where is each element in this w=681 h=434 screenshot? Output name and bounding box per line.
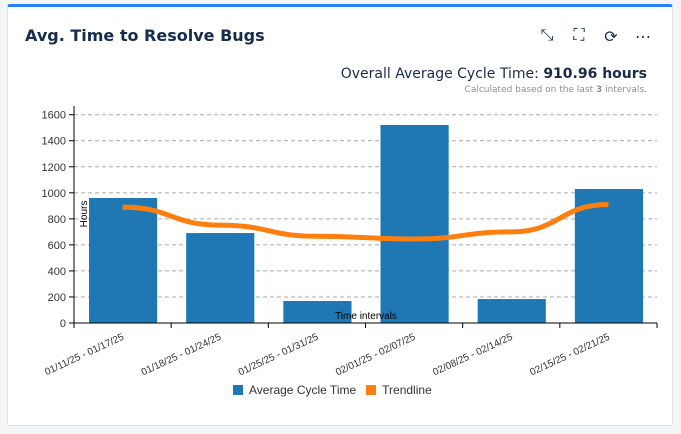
bar [283, 300, 352, 323]
summary-count: 3 [595, 85, 603, 95]
x-tick-label: 02/15/25 - 02/21/25 [528, 332, 612, 379]
x-tick-label: 01/18/25 - 01/24/25 [140, 332, 224, 379]
fullscreen-icon[interactable]: ⛶ [573, 27, 585, 44]
summary: Overall Average Cycle Time: 910.96 hours… [341, 66, 647, 95]
y-tick-label: 1600 [42, 110, 66, 122]
trendline [122, 202, 609, 242]
y-tick-label: 800 [48, 214, 66, 226]
legend-label: Trendline [382, 383, 432, 397]
x-tick-label: 01/25/25 - 01/31/25 [237, 332, 321, 379]
bar [574, 189, 643, 323]
summary-sub-suffix: intervals. [605, 85, 647, 95]
legend-label: Average Cycle Time [249, 383, 357, 397]
y-tick-label: 600 [48, 240, 66, 252]
y-tick-label: 200 [48, 292, 66, 304]
x-axis-label: Time intervals [335, 311, 397, 322]
x-tick-label: 02/01/25 - 02/07/25 [334, 332, 418, 379]
summary-sub: Calculated based on the last [464, 85, 594, 95]
bar [89, 198, 158, 323]
card-title: Avg. Time to Resolve Bugs [25, 26, 265, 45]
legend-item-bar[interactable]: Average Cycle Time [233, 383, 356, 397]
y-tick-label: 0 [60, 318, 66, 330]
bar [186, 233, 255, 323]
y-tick-label: 1200 [42, 162, 66, 174]
x-tick-label: 01/11/25 - 01/17/25 [43, 332, 126, 378]
bar [380, 124, 449, 324]
legend: Average Cycle Time Trendline [233, 383, 432, 397]
refresh-icon[interactable]: ⟳ [604, 29, 618, 46]
y-tick-label: 400 [48, 266, 66, 278]
summary-label: Overall Average Cycle Time: [340, 66, 539, 82]
minimize-icon[interactable]: ⤡ [540, 27, 554, 44]
x-tick-label: 02/08/25 - 02/14/25 [431, 332, 515, 379]
bar [477, 299, 546, 323]
legend-item-trend[interactable]: Trendline [366, 383, 432, 397]
y-tick-label: 1000 [42, 188, 66, 200]
y-axis-label: Hours [79, 201, 90, 228]
summary-value: 910.96 hours [543, 66, 647, 82]
y-tick-label: 1400 [42, 136, 66, 148]
more-icon[interactable]: ⋯ [635, 29, 651, 46]
